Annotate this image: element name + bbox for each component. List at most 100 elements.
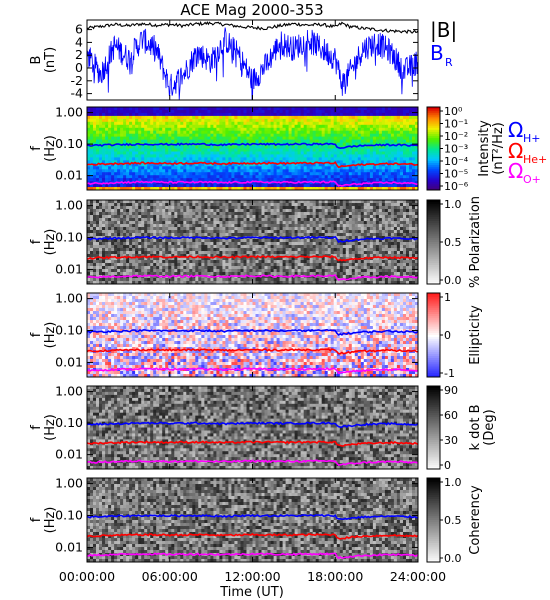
heatmap-cell [300,187,304,191]
heatmap-cell [186,187,190,191]
heatmap-cell [123,148,127,152]
heatmap-cell [312,166,317,170]
heatmap-cell [327,175,332,179]
heatmap-cell [339,139,344,143]
heatmap-cell [303,184,308,188]
heatmap-cell [234,187,238,191]
heatmap-cell [177,160,181,164]
heatmap-cell [234,272,238,276]
heatmap-cell [93,260,97,264]
heatmap-cell [345,172,350,176]
heatmap-cell [375,172,380,176]
colorbar-tick-label: 10⁰ [444,105,463,118]
heatmap-cell [285,178,289,182]
heatmap-cell [270,269,274,273]
heatmap-cell [393,184,398,188]
heatmap-cell [159,272,163,276]
heatmap-cell [396,124,401,129]
heatmap-cell [225,218,229,222]
heatmap-cell [102,227,106,231]
heatmap-cell [186,281,190,285]
heatmap-cell [231,118,235,123]
heatmap-cell [318,187,323,191]
heatmap-cell [108,239,112,243]
heatmap-cell [357,154,362,158]
heatmap-cell [102,154,106,158]
heatmap-cell [150,242,154,246]
heatmap-cell [162,169,166,173]
heatmap-cell [105,227,109,231]
heatmap-cell [132,175,136,179]
heatmap-cell [228,136,232,140]
heatmap-cell [108,107,112,111]
heatmap-cell [243,110,247,114]
heatmap-cell [237,218,241,222]
heatmap-cell [93,107,97,111]
heatmap-cell [96,112,100,117]
heatmap-cell [210,110,214,114]
heatmap-cell [273,266,277,270]
heatmap-cell [396,110,401,114]
heatmap-cell [276,227,280,231]
heatmap-cell [324,184,329,188]
heatmap-cell [141,269,145,273]
heatmap-cell [192,281,196,285]
heatmap-cell [321,157,326,161]
heatmap-cell [87,218,91,222]
heatmap-cell [135,272,139,276]
heatmap-cell [150,163,154,167]
heatmap-cell [246,178,250,182]
heatmap-cell [219,112,223,117]
heatmap-cell [132,269,136,273]
heatmap-cell [201,200,205,204]
heatmap-cell [120,248,124,252]
heatmap-cell [279,154,283,158]
heatmap-cell [156,151,160,155]
heatmap-cell [165,251,169,255]
heatmap-cell [231,266,235,270]
heatmap-cell [120,260,124,264]
heatmap-cell [318,121,323,126]
heatmap-cell [276,260,280,264]
heatmap-cell [312,163,317,167]
heatmap-cell [321,160,326,164]
heatmap-cell [144,187,148,191]
heatmap-cell [186,269,190,273]
heatmap-cell [354,178,359,182]
heatmap-cell [195,133,199,138]
heatmap-cell [195,272,199,276]
heatmap-cell [372,124,377,129]
heatmap-cell [412,160,416,164]
heatmap-cell [141,136,145,140]
heatmap-cell [120,112,124,117]
heatmap-cell [303,187,308,191]
heatmap-cell [240,148,244,152]
heatmap-cell [270,272,274,276]
heatmap-cell [393,187,398,191]
heatmap-cell [324,110,329,114]
heatmap-cell [279,145,283,149]
heatmap-cell [162,175,166,179]
heatmap-cell [357,145,362,149]
heatmap-cell [105,166,109,170]
heatmap-cell [108,112,112,117]
heatmap-cell [318,139,323,143]
heatmap-cell [120,154,124,158]
heatmap-cell [399,148,404,152]
heatmap-cell [216,281,220,285]
heatmap-cell [216,163,220,167]
heatmap-cell [246,251,250,255]
heatmap-cell [261,187,265,191]
heatmap-cell [156,187,160,191]
heatmap-cell [99,281,103,285]
heatmap-cell [102,203,106,207]
heatmap-cell [141,263,145,267]
heatmap-cell [225,236,229,240]
heatmap-cell [333,151,338,155]
heatmap-cell [240,215,244,219]
heatmap-cell [189,118,193,123]
heatmap-cell [258,133,262,138]
heatmap-cell [237,178,241,182]
heatmap-cell [237,130,241,135]
heatmap-cell [156,272,160,276]
